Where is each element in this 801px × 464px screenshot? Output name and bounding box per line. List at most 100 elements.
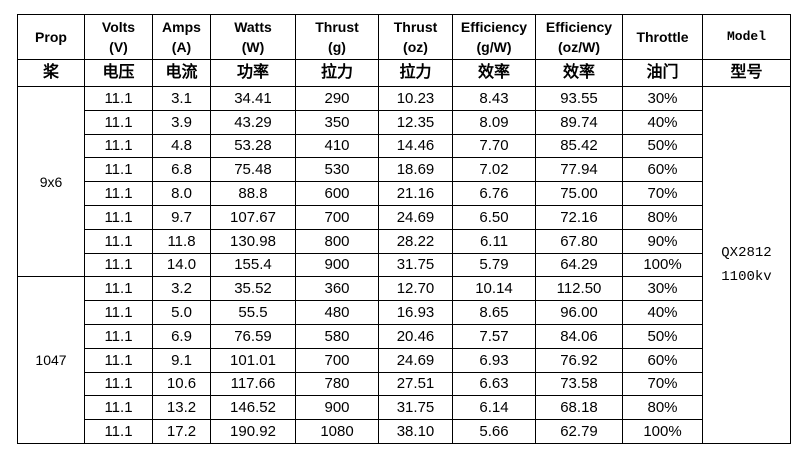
data-cell: 10.14 [452,276,536,302]
column-header: Efficiency (g/W) [452,14,536,60]
column-header: Volts (V) [84,14,153,60]
data-cell: 43.29 [210,109,296,135]
column-header: Amps (A) [152,14,211,60]
data-cell: 5.0 [152,300,211,325]
data-cell: 12.70 [378,276,453,302]
data-cell: 146.52 [210,395,296,421]
data-cell: 85.42 [535,133,623,159]
data-cell: 10.6 [152,371,211,397]
data-cell: 77.94 [535,157,623,183]
column-header-chinese: 电压 [84,59,153,87]
data-cell: 117.66 [210,371,296,397]
data-cell: 84.06 [535,323,623,349]
data-row: 11.1 5.0 55.5 480 16.93 8.65 96.00 40% [18,300,791,325]
data-cell: 410 [295,133,379,159]
data-cell: 11.1 [84,204,153,230]
data-cell: 6.8 [152,157,211,183]
data-cell: 6.11 [452,228,536,254]
data-cell: 6.50 [452,204,536,230]
data-cell: 28.22 [378,228,453,254]
data-cell: 34.41 [210,86,296,111]
data-cell: 64.29 [535,252,623,278]
data-cell: 67.80 [535,228,623,254]
column-header-chinese: 拉力 [378,59,453,87]
data-cell: 1080 [295,419,379,444]
data-cell: 155.4 [210,252,296,278]
column-name: Throttle [636,29,689,45]
column-unit: (A) [171,39,192,55]
data-cell: 100% [622,419,703,444]
column-header-chinese: 功率 [210,59,296,87]
prop-cell: 9x6 [17,85,85,278]
data-row: 1047 11.1 3.2 35.52 360 12.70 10.14 112.50 30% [17,276,791,444]
data-cell: 31.75 [378,252,453,278]
data-cell: 70% [622,181,703,206]
data-cell: 11.8 [152,228,211,254]
data-cell: 27.51 [378,371,453,397]
data-cell: 8.65 [452,300,536,325]
data-cell: 60% [622,347,703,373]
data-cell: 60% [622,157,703,183]
column-name: Efficiency [545,19,613,35]
data-cell: 40% [622,300,703,325]
column-header: Prop [17,14,85,60]
header-row: Prop Volts (V) Amps (A) Watts (W) Thrust (g) Thru… [17,14,791,60]
data-row: 11.1 4.8 53.28 410 14.46 7.70 85.42 50% [18,133,791,159]
data-cell: 580 [295,323,379,349]
data-cell: 24.69 [378,204,453,230]
column-header: Model [702,14,791,60]
data-cell: 9.1 [152,347,211,373]
data-cell: 89.74 [535,109,623,135]
data-cell: 11.1 [84,228,153,254]
column-header-chinese: 拉力 [295,59,379,87]
data-cell: 76.59 [210,323,296,349]
column-name: Volts [101,19,136,35]
data-row: 9x6 11.1 3.1 34.41 290 10.23 8.43 93.55 30% QX281… [17,85,791,444]
data-cell: 112.50 [535,276,623,302]
data-cell: 7.02 [452,157,536,183]
data-cell: 12.35 [378,109,453,135]
data-cell: 11.1 [84,157,153,183]
column-header-chinese: 型号 [702,59,791,87]
data-cell: 30% [622,276,703,302]
data-row: 11.1 13.2 146.52 900 31.75 6.14 68.18 80% [18,395,791,421]
data-cell: 6.63 [452,371,536,397]
data-row: 11.1 10.6 117.66 780 27.51 6.63 73.58 70% [18,371,791,397]
data-cell: 11.1 [84,252,153,278]
data-cell: 55.5 [210,300,296,325]
data-cell: 11.1 [84,300,153,325]
data-cell: 76.92 [535,347,623,373]
model-cell: QX2812 1100kv [702,86,791,444]
spec-table: Prop Volts (V) Amps (A) Watts (W) Thrust (g) Thru… [17,14,791,444]
data-cell: 16.93 [378,300,453,325]
data-cell: 480 [295,300,379,325]
column-unit: (g/W) [476,39,512,55]
data-cell: 72.16 [535,204,623,230]
data-cell: 6.9 [152,323,211,349]
data-cell: 530 [295,157,379,183]
data-cell: 80% [622,204,703,230]
data-cell: 7.57 [452,323,536,349]
data-row: 11.1 17.2 190.92 1080 38.10 5.66 62.79 100% [18,419,791,444]
data-row: 11.1 9.1 101.01 700 24.69 6.93 76.92 60% [18,347,791,373]
data-cell: 130.98 [210,228,296,254]
column-header-chinese: 效率 [535,59,623,87]
data-cell: 8.09 [452,109,536,135]
data-cell: 73.58 [535,371,623,397]
data-cell: 6.93 [452,347,536,373]
data-cell: 350 [295,109,379,135]
column-name: Thrust [315,19,359,35]
data-cell: 35.52 [210,276,296,302]
data-cell: 9.7 [152,204,211,230]
data-cell: 14.46 [378,133,453,159]
column-unit: (g) [328,39,346,55]
data-cell: 11.1 [84,347,153,373]
data-row: 11.1 9.7 107.67 700 24.69 6.50 72.16 80% [18,204,791,230]
model-line: QX2812 [721,244,772,261]
prop-cell: 1047 [17,276,85,444]
column-name: Watts [234,19,272,35]
data-cell: 62.79 [535,419,623,444]
data-cell: 11.1 [84,133,153,159]
